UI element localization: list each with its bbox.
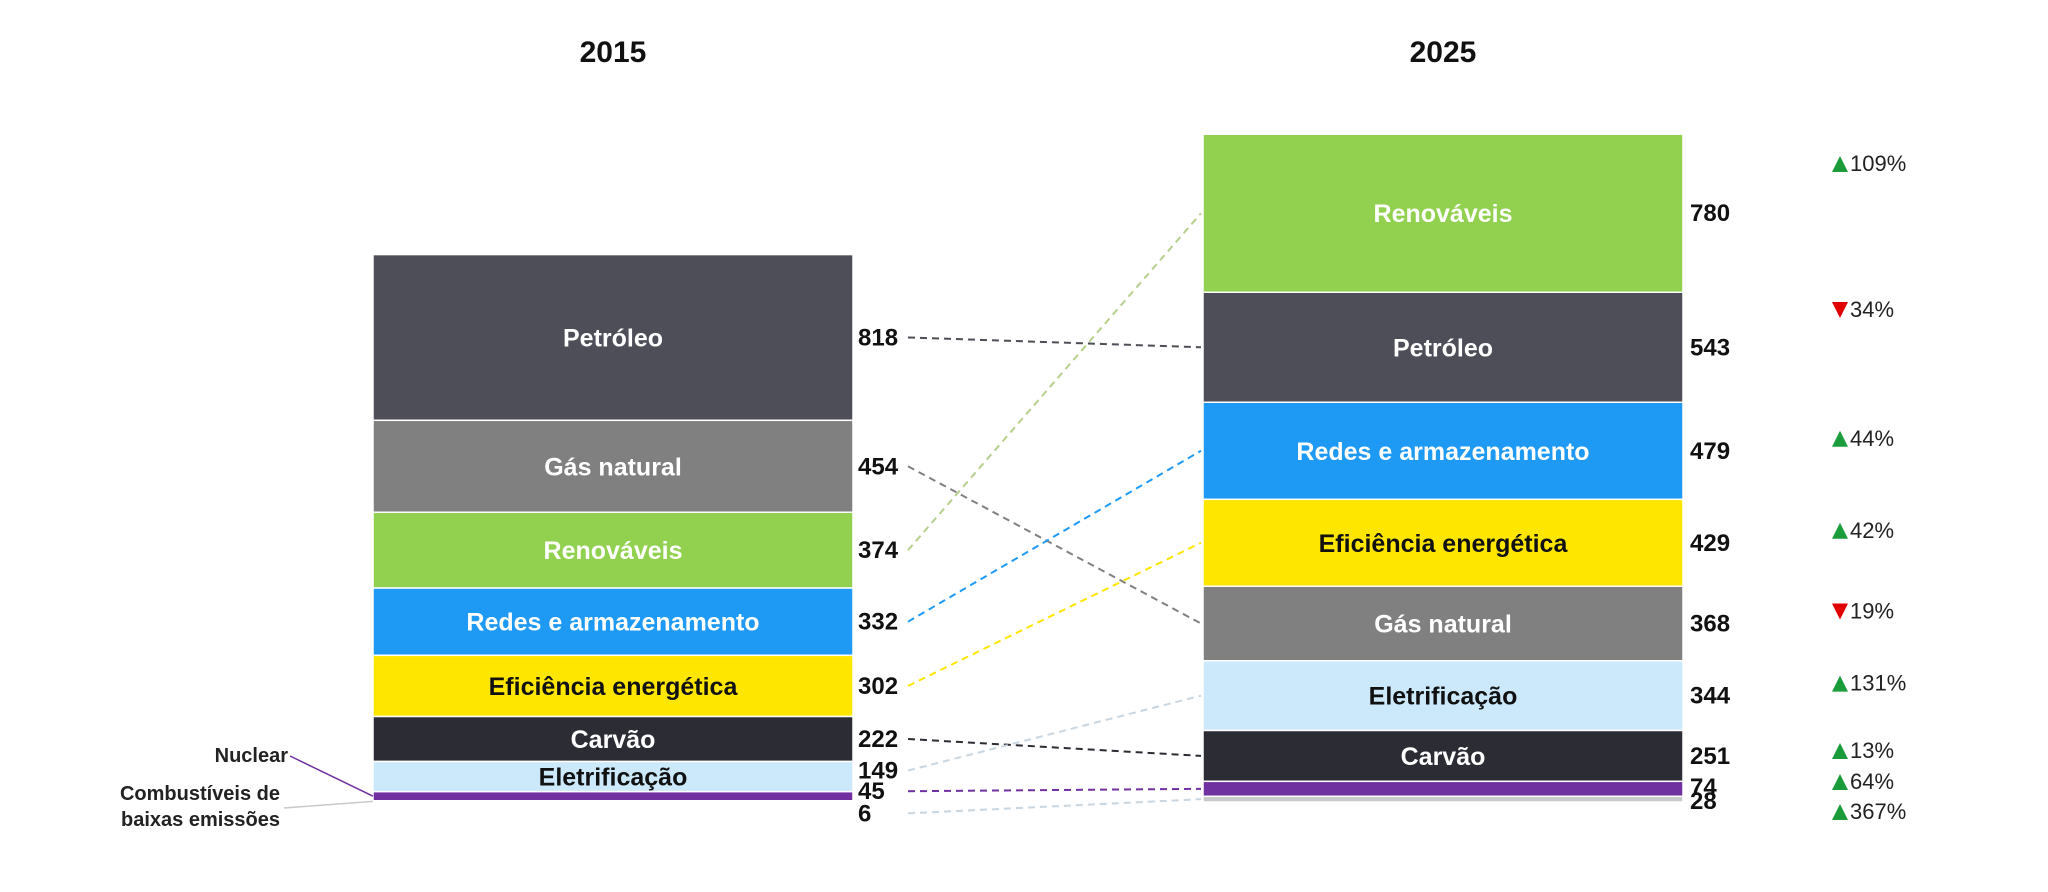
segment-label-2025-renovaveis: Renováveis: [1374, 200, 1513, 228]
bar-segment-2025-nuclear: [1202, 780, 1684, 798]
pct-change-petroleo: 34%: [1850, 297, 1894, 322]
value-label-2015-combustiveis-de-baixas-emissoes: 6: [858, 800, 871, 827]
outside-label-nuclear: Nuclear: [215, 745, 289, 767]
value-label-2025-petroleo: 543: [1690, 334, 1730, 361]
bar-segment-2015-nuclear: [372, 790, 854, 802]
segment-label-2015-eficiencia-energetica: Eficiência energética: [489, 673, 739, 701]
pct-change-carvao: 13%: [1850, 738, 1894, 763]
bar-segment-2015-gas-natural: [372, 419, 854, 514]
connector-gas-natural: [907, 465, 1202, 625]
bar-segment-2015-eficiencia-energetica: [372, 654, 854, 718]
value-label-2025-combustiveis-de-baixas-emissoes: 28: [1690, 788, 1717, 815]
year-label-2025: 2025: [1410, 36, 1477, 69]
up-arrow-icon-renovaveis: [1832, 156, 1848, 172]
bar-segment-2015-carvao: [372, 715, 854, 763]
value-label-2015-gas-natural: 454: [858, 453, 899, 480]
leader-line-low-emission-fuels: [283, 800, 374, 809]
year-label-2015: 2015: [580, 36, 647, 69]
pct-change-nuclear: 64%: [1850, 769, 1894, 794]
connector-combustiveis-de-baixas-emissoes: [907, 798, 1202, 815]
pct-change-renovaveis: 109%: [1850, 151, 1906, 176]
bar-segment-2025-eletrificacao: [1202, 660, 1684, 732]
segment-label-2015-gas-natural: Gás natural: [544, 453, 682, 481]
segment-label-2025-eletrificacao: Eletrificação: [1369, 683, 1518, 711]
segment-label-2025-petroleo: Petróleo: [1393, 334, 1493, 362]
segment-label-2025-gas-natural: Gás natural: [1374, 611, 1512, 639]
pct-change-eletrificacao: 131%: [1850, 671, 1906, 696]
bar-segment-2025-carvao: [1202, 729, 1684, 783]
leader-line-nuclear: [289, 755, 374, 797]
up-arrow-icon-eficiencia-energetica: [1832, 522, 1848, 539]
segment-label-2015-petroleo: Petróleo: [563, 324, 663, 352]
up-arrow-icon-combustiveis-de-baixas-emissoes: [1832, 804, 1848, 820]
value-label-2015-renovaveis: 374: [858, 537, 899, 564]
segment-label-2015-redes-e-armazenamento: Redes e armazenamento: [466, 609, 759, 637]
connector-eletrificacao: [907, 694, 1202, 772]
connector-renovaveis: [907, 212, 1202, 551]
value-label-2015-carvao: 222: [858, 726, 898, 753]
value-label-2015-petroleo: 818: [858, 324, 898, 351]
bar-segment-2025-redes-e-armazenamento: [1202, 401, 1684, 501]
value-label-2015-nuclear: 45: [858, 778, 885, 805]
outside-label-low-emission-fuels-line-2: baixas emissões: [121, 809, 280, 831]
segment-label-2025-redes-e-armazenamento: Redes e armazenamento: [1296, 438, 1589, 466]
up-arrow-icon-carvao: [1832, 743, 1848, 759]
value-label-2025-carvao: 251: [1690, 743, 1730, 770]
value-label-2025-nuclear: 74: [1690, 774, 1717, 801]
down-arrow-icon-gas-natural: [1832, 603, 1848, 620]
connector-redes-e-armazenamento: [907, 449, 1202, 623]
segment-label-2025-carvao: Carvão: [1401, 743, 1486, 771]
up-arrow-icon-redes-e-armazenamento: [1832, 430, 1848, 447]
value-label-2025-eficiencia-energetica: 429: [1690, 530, 1730, 557]
value-label-2025-eletrificacao: 344: [1690, 683, 1731, 710]
pct-change-redes-e-armazenamento: 44%: [1850, 426, 1894, 451]
value-label-2015-eficiencia-energetica: 302: [858, 673, 898, 700]
stacked-bars: [372, 133, 1684, 803]
connector-carvao: [907, 737, 1202, 757]
connector-eficiencia-energetica: [907, 541, 1202, 687]
pct-change-gas-natural: 19%: [1850, 599, 1894, 624]
bar-segment-2015-petroleo: [372, 253, 854, 422]
value-label-2015-redes-e-armazenamento: 332: [858, 609, 898, 636]
bar-segment-2025-petroleo: [1202, 291, 1684, 404]
down-arrow-icon-petroleo: [1832, 302, 1848, 318]
segment-label-2015-carvao: Carvão: [571, 726, 656, 754]
bar-segment-2025-eficiencia-energetica: [1202, 498, 1684, 587]
pct-change-combustiveis-de-baixas-emissoes: 367%: [1850, 799, 1906, 824]
segment-label-2015-renovaveis: Renováveis: [544, 537, 683, 565]
outside-label-low-emission-fuels-line-1: Combustíveis de: [120, 783, 280, 805]
up-arrow-icon-nuclear: [1832, 774, 1848, 790]
bar-segment-2015-combustiveis-de-baixas-emissoes: [372, 800, 854, 803]
connector-petroleo: [907, 336, 1202, 349]
value-label-2025-redes-e-armazenamento: 479: [1690, 438, 1730, 465]
segment-label-2025-eficiencia-energetica: Eficiência energética: [1319, 530, 1569, 558]
bar-segment-2025-gas-natural: [1202, 585, 1684, 662]
connector-lines: [907, 212, 1202, 815]
pct-change-eficiencia-energetica: 42%: [1850, 518, 1894, 543]
value-label-2015-eletrificacao: 149: [858, 758, 898, 785]
bar-segment-2015-renovaveis: [372, 511, 854, 589]
bar-segment-2025-combustiveis-de-baixas-emissoes: [1202, 795, 1684, 803]
value-label-2025-gas-natural: 368: [1690, 611, 1730, 638]
value-label-2025-renovaveis: 780: [1690, 200, 1730, 227]
connector-nuclear: [907, 787, 1202, 793]
up-arrow-icon-eletrificacao: [1832, 675, 1848, 692]
chart-labels: 2015 2025 Petróleo 818 Gás natural 454 Renováv…: [120, 36, 1906, 831]
bar-segment-2015-redes-e-armazenamento: [372, 587, 854, 657]
segment-label-2015-eletrificacao: Eletrificação: [539, 764, 688, 792]
